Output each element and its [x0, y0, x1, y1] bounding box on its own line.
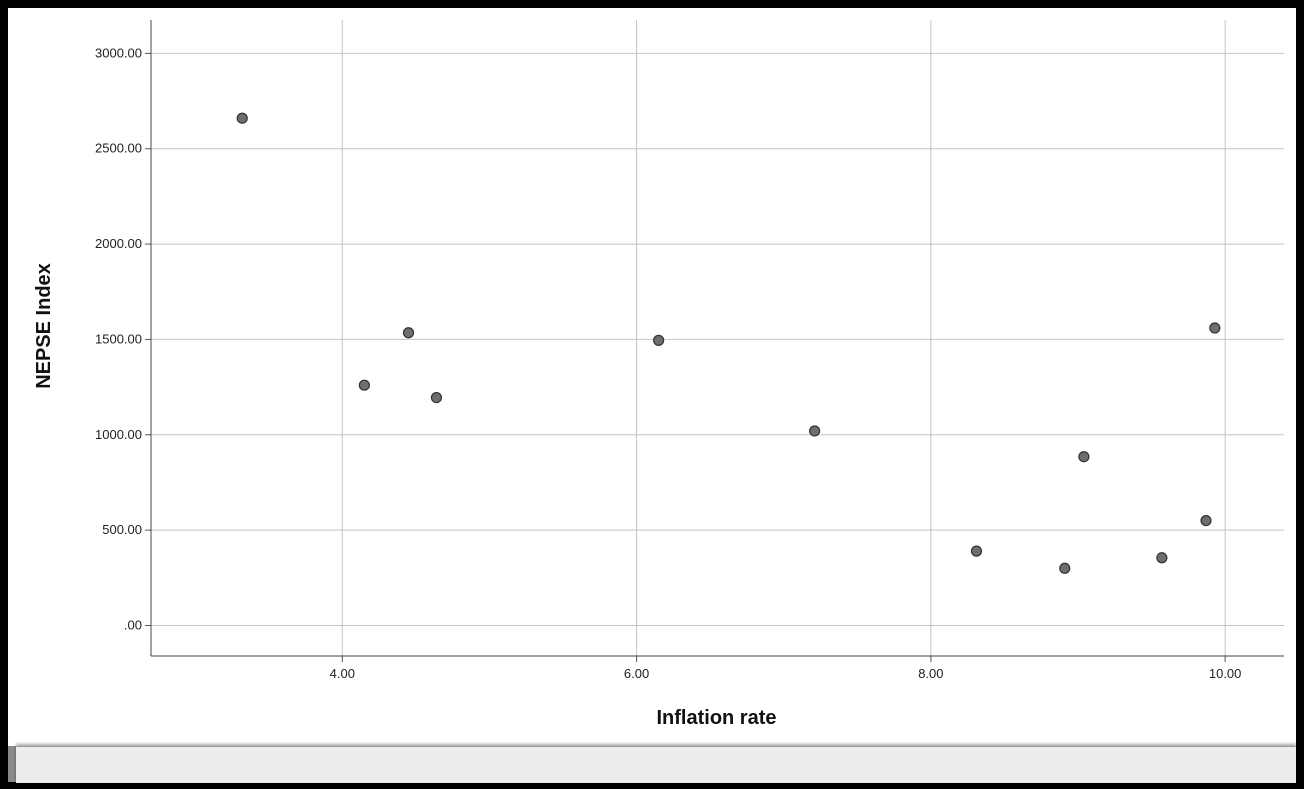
- grid-layer: [151, 20, 1284, 656]
- panel-edge: [8, 746, 16, 782]
- scatter-point: [1156, 552, 1168, 564]
- axes-layer: [145, 20, 1284, 662]
- y-tick-label: 1500.00: [95, 331, 142, 346]
- scatter-point: [430, 391, 443, 404]
- y-tick-label: 2500.00: [95, 141, 142, 156]
- y-tick-label: 3000.00: [95, 45, 142, 60]
- y-axis-title: NEPSE Index: [33, 263, 55, 389]
- scatter-point: [653, 334, 665, 346]
- data-points: [236, 112, 1221, 574]
- x-tick-label: 8.00: [918, 666, 943, 681]
- y-tick-label: 2000.00: [95, 236, 142, 251]
- scatter-chart: .00 500.00 1000.00 1500.00 2000.00 2500.00 300…: [33, 20, 1284, 729]
- scatter-point: [1200, 514, 1212, 527]
- x-axis-title: Inflation rate: [656, 707, 776, 729]
- x-tick-label: 4.00: [330, 666, 355, 681]
- x-tick-label: 6.00: [624, 666, 649, 681]
- scatter-point: [358, 379, 370, 391]
- bottom-panel: [16, 746, 1296, 783]
- scatter-point: [1059, 562, 1071, 574]
- scatter-point: [809, 425, 821, 437]
- scatter-point: [970, 545, 983, 557]
- scatter-point: [402, 327, 415, 339]
- y-tick-label: .00: [124, 617, 142, 632]
- y-tick-label: 500.00: [102, 522, 142, 537]
- y-tick-label: 1000.00: [95, 427, 142, 442]
- scatter-point: [1209, 322, 1221, 334]
- scatter-point: [1078, 451, 1090, 463]
- x-tick-label: 10.00: [1209, 666, 1242, 681]
- scatter-point: [236, 112, 248, 124]
- tick-labels: .00 500.00 1000.00 1500.00 2000.00 2500.00 300…: [95, 45, 1241, 681]
